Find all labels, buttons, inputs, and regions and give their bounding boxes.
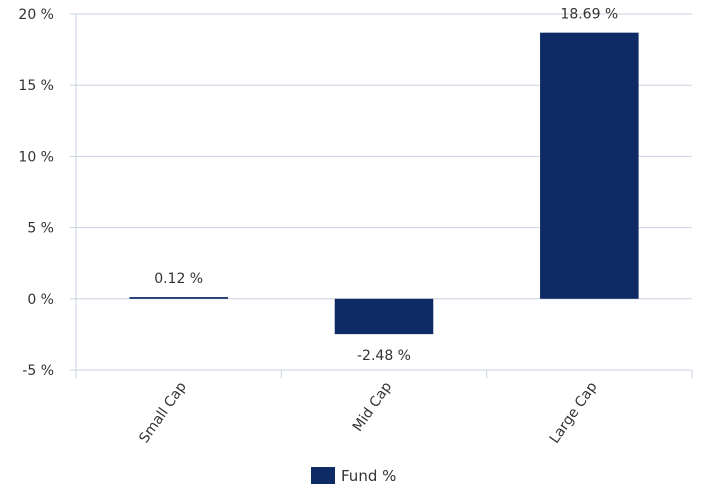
bars xyxy=(129,32,639,335)
data-label: 18.69 % xyxy=(560,7,618,23)
legend-swatch-fund xyxy=(311,467,335,484)
x-category-label: Small Cap xyxy=(136,379,190,446)
x-category-label: Mid Cap xyxy=(350,379,396,435)
data-label: 0.12 % xyxy=(154,271,203,287)
y-tick-label: 5 % xyxy=(27,221,54,237)
y-tick-label: 20 % xyxy=(18,7,54,23)
y-tick-label: 0 % xyxy=(27,292,54,308)
y-tick-label: 15 % xyxy=(18,78,54,94)
y-tick-label: -5 % xyxy=(22,363,54,379)
data-label: -2.48 % xyxy=(357,348,411,364)
y-axis: -5 % 0 % 5 % 10 % 15 % 20 % xyxy=(18,7,77,379)
x-category-label: Large Cap xyxy=(547,379,601,446)
legend-label-fund: Fund % xyxy=(341,467,396,485)
bar-small-cap xyxy=(129,297,228,299)
x-axis: Small Cap Mid Cap Large Cap xyxy=(75,369,693,447)
bar-large-cap xyxy=(540,32,639,299)
legend: Fund % xyxy=(311,467,396,485)
y-tick-label: 10 % xyxy=(18,149,54,165)
bar-mid-cap xyxy=(334,298,434,335)
data-labels: 0.12 % -2.48 % 18.69 % xyxy=(154,7,618,364)
